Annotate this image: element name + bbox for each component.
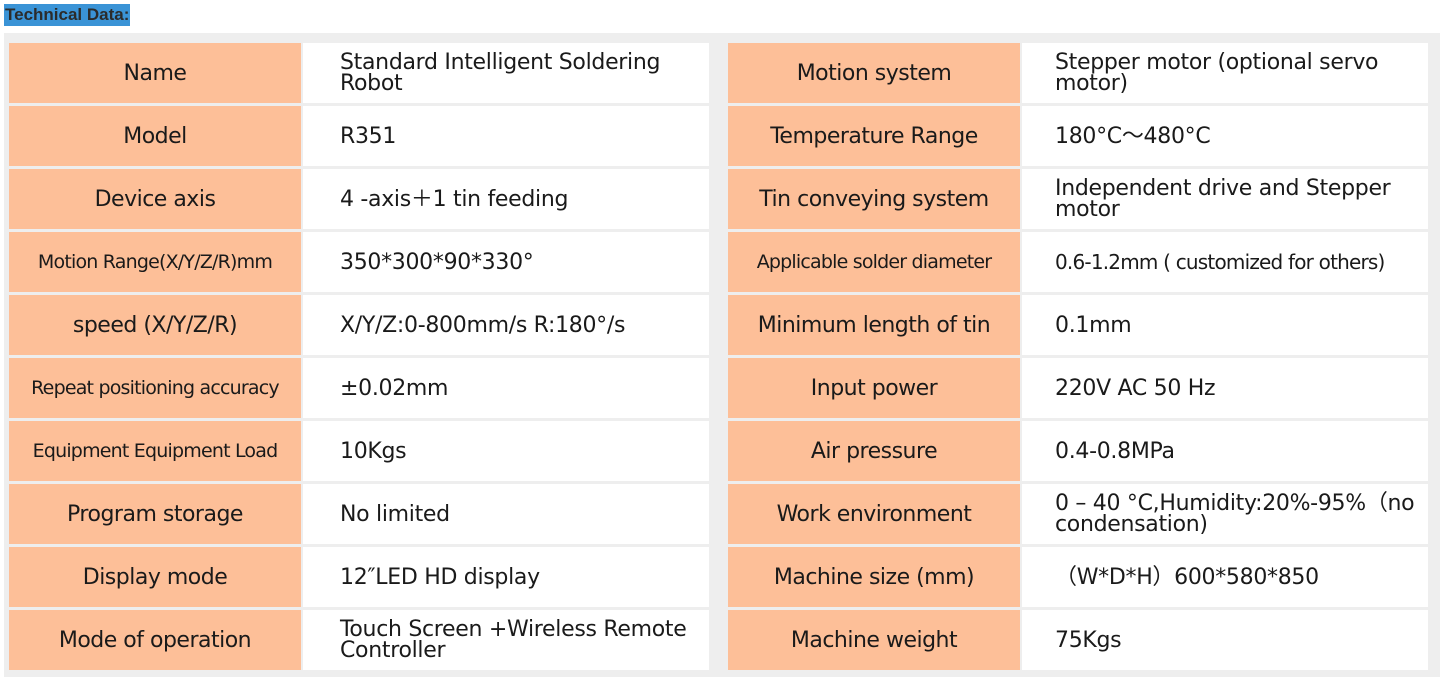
spec-row: Mode of operation Touch Screen +Wireless … — [9, 610, 709, 670]
spec-label: speed (X/Y/Z/R) — [9, 295, 301, 355]
spec-value: 75Kgs — [1022, 610, 1428, 670]
spec-value: 0.6-1.2mm ( customized for others) — [1022, 232, 1428, 292]
spec-row: Machine size (mm) （W*D*H）600*580*850 — [728, 547, 1428, 607]
spec-value: 0.4-0.8MPa — [1022, 421, 1428, 481]
section-title: Technical Data: — [4, 4, 131, 26]
spec-value: Stepper motor (optional servo motor) — [1022, 43, 1428, 103]
spec-value: 0.1mm — [1022, 295, 1428, 355]
spec-label: Tin conveying system — [728, 169, 1020, 229]
spec-value: Touch Screen +Wireless Remote Controller — [303, 610, 709, 670]
spec-label: Applicable solder diameter — [728, 232, 1020, 292]
spec-value: 12″LED HD display — [303, 547, 709, 607]
spec-value: R351 — [303, 106, 709, 166]
spec-row: Device axis 4 -axis＋1 tin feeding — [9, 169, 709, 229]
spec-row: Tin conveying system Independent drive an… — [728, 169, 1428, 229]
spec-label: Machine weight — [728, 610, 1020, 670]
spec-row: Display mode 12″LED HD display — [9, 547, 709, 607]
spec-table-left: Name Standard Intelligent Soldering Robot… — [9, 43, 709, 670]
spec-row: Motion system Stepper motor (optional ser… — [728, 43, 1428, 103]
spec-label: Device axis — [9, 169, 301, 229]
spec-label: Mode of operation — [9, 610, 301, 670]
spec-label: Name — [9, 43, 301, 103]
spec-label: Motion Range(X/Y/Z/R)mm — [9, 232, 301, 292]
spec-row: Motion Range(X/Y/Z/R)mm 350*300*90*330° — [9, 232, 709, 292]
spec-row: Model R351 — [9, 106, 709, 166]
spec-table-right: Motion system Stepper motor (optional ser… — [728, 43, 1428, 670]
spec-label: Equipment Equipment Load — [9, 421, 301, 481]
spec-value: X/Y/Z:0-800mm/s R:180°/s — [303, 295, 709, 355]
spec-row: Temperature Range 180°C～480°C — [728, 106, 1428, 166]
spec-value: 10Kgs — [303, 421, 709, 481]
spec-value: 220V AC 50 Hz — [1022, 358, 1428, 418]
spec-label: Minimum length of tin — [728, 295, 1020, 355]
spec-value: ±0.02mm — [303, 358, 709, 418]
spec-row: Minimum length of tin 0.1mm — [728, 295, 1428, 355]
spec-value: 180°C～480°C — [1022, 106, 1428, 166]
spec-row: Name Standard Intelligent Soldering Robot — [9, 43, 709, 103]
spec-row: speed (X/Y/Z/R) X/Y/Z:0-800mm/s R:180°/s — [9, 295, 709, 355]
spec-value: （W*D*H）600*580*850 — [1022, 547, 1428, 607]
spec-label: Motion system — [728, 43, 1020, 103]
spec-label: Input power — [728, 358, 1020, 418]
spec-label: Program storage — [9, 484, 301, 544]
spec-value: Standard Intelligent Soldering Robot — [303, 43, 709, 103]
spec-label: Work environment — [728, 484, 1020, 544]
spec-label: Display mode — [9, 547, 301, 607]
spec-label: Air pressure — [728, 421, 1020, 481]
spec-row: Applicable solder diameter 0.6-1.2mm ( cu… — [728, 232, 1428, 292]
spec-row: Equipment Equipment Load 10Kgs — [9, 421, 709, 481]
spec-value: 4 -axis＋1 tin feeding — [303, 169, 709, 229]
spec-row: Repeat positioning accuracy ±0.02mm — [9, 358, 709, 418]
spec-value: No limited — [303, 484, 709, 544]
technical-data-table: Name Standard Intelligent Soldering Robot… — [4, 33, 1440, 677]
spec-value: 0 – 40 °C,Humidity:20%-95%（no condensati… — [1022, 484, 1428, 544]
spec-label: Temperature Range — [728, 106, 1020, 166]
spec-value: Independent drive and Stepper motor — [1022, 169, 1428, 229]
spec-row: Air pressure 0.4-0.8MPa — [728, 421, 1428, 481]
spec-row: Input power 220V AC 50 Hz — [728, 358, 1428, 418]
spec-row: Work environment 0 – 40 °C,Humidity:20%-9… — [728, 484, 1428, 544]
spec-label: Model — [9, 106, 301, 166]
spec-label: Machine size (mm) — [728, 547, 1020, 607]
spec-value: 350*300*90*330° — [303, 232, 709, 292]
spec-label: Repeat positioning accuracy — [9, 358, 301, 418]
spec-row: Machine weight 75Kgs — [728, 610, 1428, 670]
spec-row: Program storage No limited — [9, 484, 709, 544]
